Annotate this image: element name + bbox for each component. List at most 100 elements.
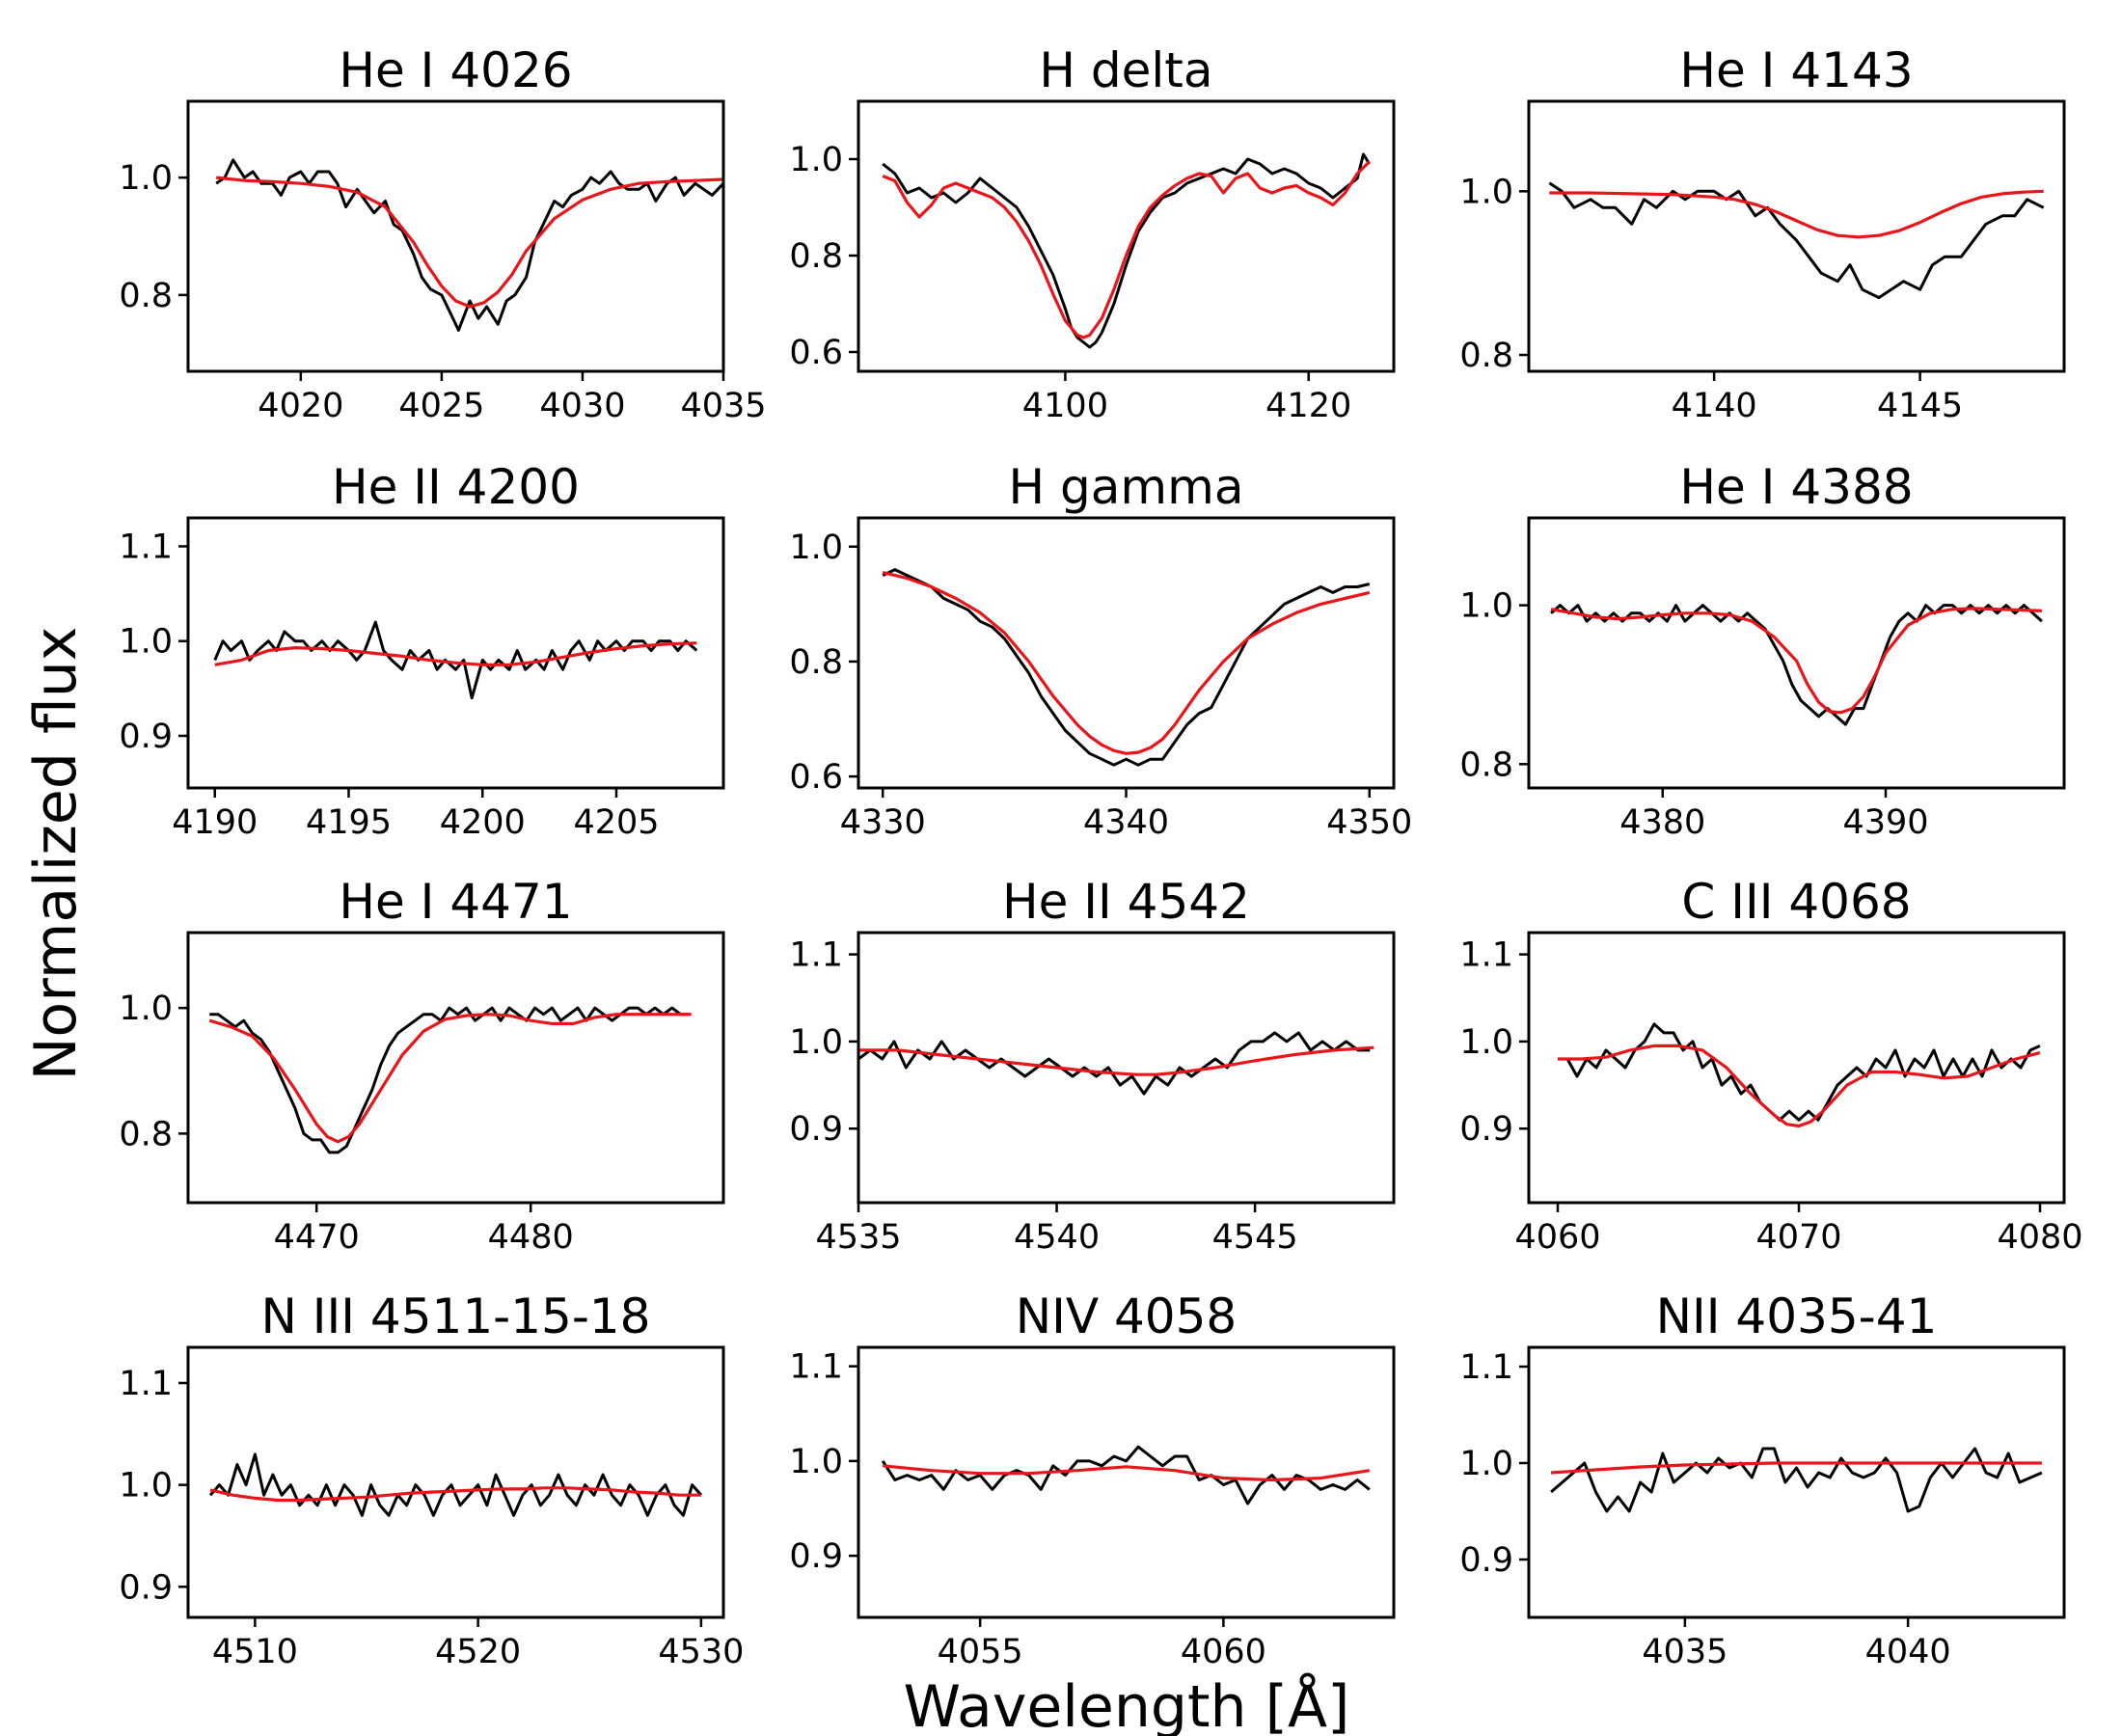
panel-12: NII 4035-41 4035 4040 0.9 1.0 1.1: [1459, 1288, 2066, 1671]
observed-spectrum-line: [1548, 181, 2045, 300]
y-tick-label: 0.6: [789, 334, 843, 372]
plot-frame: [857, 931, 1396, 1205]
y-tick-label: 0.8: [789, 237, 843, 276]
model-spectrum-line: [858, 1045, 1374, 1076]
plot-frame: [186, 516, 725, 790]
y-tick-label: 1.1: [119, 1365, 173, 1403]
y-axis-title: Normalized flux: [22, 627, 90, 1081]
x-tick-label: 4030: [539, 387, 625, 425]
y-tick-label: 1.0: [789, 1023, 843, 1062]
y-tick-label: 0.8: [1459, 337, 1513, 375]
x-tick-label: 4020: [258, 387, 343, 425]
panel-title: NII 4035-41: [1656, 1288, 1938, 1344]
x-tick-label: 4190: [172, 803, 258, 842]
y-tick-label: 0.8: [789, 643, 843, 682]
model-spectrum-line: [208, 1013, 692, 1144]
model-spectrum-line: [1549, 189, 2044, 239]
model-spectrum-line: [214, 641, 697, 666]
panel-8: He II 4542 4535 4540 4545 0.9 1.0 1.1: [789, 874, 1396, 1257]
x-tick-label: 4380: [1619, 803, 1705, 842]
panel-title: He I 4026: [339, 42, 572, 98]
x-axis-title: Wavelength [Å]: [904, 1672, 1350, 1736]
y-tick-label: 1.0: [1459, 1445, 1513, 1483]
x-tick-label: 4035: [1642, 1633, 1728, 1671]
panel-5: H gamma 4330 4340 4350 0.6 0.8 1.0: [789, 459, 1412, 842]
y-tick-label: 0.9: [789, 1537, 843, 1576]
y-tick-label: 0.6: [789, 758, 843, 797]
observed-spectrum-line: [215, 158, 723, 332]
y-tick-label: 0.9: [789, 1110, 843, 1149]
x-tick-label: 4545: [1212, 1218, 1298, 1257]
panel-title: H delta: [1039, 42, 1212, 98]
x-tick-label: 4120: [1265, 387, 1351, 425]
panel-title: He II 4200: [332, 459, 580, 515]
x-tick-label: 4340: [1083, 803, 1169, 842]
y-tick-label: 1.1: [1459, 1348, 1513, 1387]
x-tick-label: 4205: [573, 803, 659, 842]
x-tick-label: 4540: [1014, 1218, 1100, 1257]
plot-frame: [857, 516, 1396, 790]
observed-spectrum-line: [881, 1445, 1371, 1505]
panel-title: He I 4388: [1679, 459, 1913, 515]
panel-11: NIV 4058 4055 4060 0.9 1.0 1.1: [789, 1288, 1396, 1671]
panel-7: He I 4471 4470 4480 0.8 1.0: [119, 874, 725, 1257]
y-tick-label: 1.0: [119, 623, 173, 662]
plot-frame: [857, 1345, 1396, 1619]
model-spectrum-line: [1550, 1461, 2042, 1475]
plot-frame: [1527, 516, 2066, 790]
y-tick-label: 1.0: [789, 1443, 843, 1481]
plot-frame: [1527, 931, 2066, 1205]
x-tick-label: 4330: [840, 803, 926, 842]
x-tick-label: 4060: [1514, 1218, 1600, 1257]
model-spectrum-line: [216, 176, 723, 309]
x-tick-label: 4535: [815, 1218, 901, 1257]
x-tick-label: 4390: [1842, 803, 1928, 842]
x-tick-label: 4040: [1865, 1633, 1951, 1671]
x-tick-label: 4145: [1877, 387, 1963, 425]
y-tick-label: 0.9: [1459, 1110, 1513, 1149]
y-tick-label: 0.9: [119, 718, 173, 756]
model-spectrum-line: [1550, 607, 2042, 715]
observed-spectrum-line: [1550, 604, 2043, 726]
y-tick-label: 1.1: [789, 1348, 843, 1387]
plot-frame: [1527, 99, 2066, 373]
y-tick-label: 1.0: [789, 529, 843, 567]
x-tick-label: 4530: [658, 1633, 744, 1671]
x-tick-label: 4025: [398, 387, 484, 425]
observed-spectrum-line: [1550, 1447, 2043, 1513]
panel-3: He I 4143 4140 4145 0.8 1.0: [1459, 42, 2066, 425]
y-tick-label: 1.1: [1459, 936, 1513, 975]
model-spectrum-line: [209, 1486, 701, 1503]
panel-title: C III 4068: [1681, 874, 1911, 930]
panel-4: He II 4200 4190 4195 4200 4205 0.9 1.0 1.1: [119, 459, 725, 842]
x-tick-label: 4195: [306, 803, 392, 842]
x-tick-label: 4080: [1997, 1218, 2082, 1257]
x-tick-label: 4350: [1326, 803, 1412, 842]
panel-2: H delta 4100 4120 0.6 0.8 1.0: [789, 42, 1396, 425]
x-tick-label: 4035: [680, 387, 766, 425]
observed-spectrum-line: [213, 620, 698, 700]
model-spectrum-line: [883, 1464, 1371, 1482]
x-tick-label: 4510: [212, 1633, 298, 1671]
y-tick-label: 1.1: [789, 936, 843, 975]
plot-frame: [857, 99, 1396, 373]
x-tick-label: 4060: [1181, 1633, 1266, 1671]
y-tick-label: 1.0: [119, 1467, 173, 1505]
x-tick-label: 4520: [435, 1633, 521, 1671]
panel-title: He I 4143: [1679, 42, 1913, 98]
plot-frame: [186, 1345, 725, 1619]
panel-title: He II 4542: [1002, 874, 1250, 930]
observed-spectrum-line: [1558, 1022, 2041, 1122]
panel-6: He I 4388 4380 4390 0.8 1.0: [1459, 459, 2066, 842]
x-tick-label: 4480: [488, 1218, 574, 1257]
plot-frame: [186, 931, 725, 1205]
panel-9: C III 4068 4060 4070 4080 0.9 1.0 1.1: [1459, 874, 2082, 1257]
y-tick-label: 0.8: [119, 1115, 173, 1153]
panel-1: He I 4026 4020 4025 4030 4035 0.8 1.0: [119, 42, 766, 425]
y-tick-label: 1.0: [119, 159, 173, 198]
y-tick-label: 1.0: [789, 141, 843, 179]
x-tick-label: 4200: [440, 803, 526, 842]
observed-spectrum-line: [208, 1452, 703, 1517]
model-spectrum-line: [1558, 1044, 2041, 1128]
